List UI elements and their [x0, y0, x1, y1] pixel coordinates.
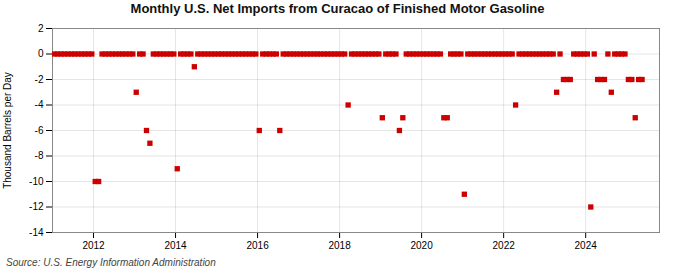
html-text:Monthly U.S. Net Imports from: Monthly U.S. Net Imports from Curacao of… [130, 1, 545, 16]
svg-text:0: 0 [38, 48, 44, 59]
html-text:Source: U.S. Energy Informatio: Source: U.S. Energy Information Administ… [6, 257, 216, 268]
svg-text:2: 2 [38, 23, 44, 34]
svg-text:-4: -4 [35, 99, 44, 110]
svg-text:2020: 2020 [410, 240, 433, 251]
svg-text:2014: 2014 [164, 240, 187, 251]
svg-text:-6: -6 [35, 125, 44, 136]
svg-text:-12: -12 [29, 201, 44, 212]
svg-text:Thousand Barrels per Day: Thousand Barrels per Day [2, 72, 13, 189]
svg-text:-10: -10 [29, 176, 44, 187]
svg-text:2012: 2012 [82, 240, 105, 251]
svg-text:2018: 2018 [328, 240, 351, 251]
svg-text:2024: 2024 [575, 240, 598, 251]
svg-text:-8: -8 [35, 150, 44, 161]
svg-text:-2: -2 [35, 74, 44, 85]
svg-text:2022: 2022 [493, 240, 516, 251]
svg-text:2016: 2016 [246, 240, 269, 251]
svg-text:-14: -14 [29, 227, 44, 238]
